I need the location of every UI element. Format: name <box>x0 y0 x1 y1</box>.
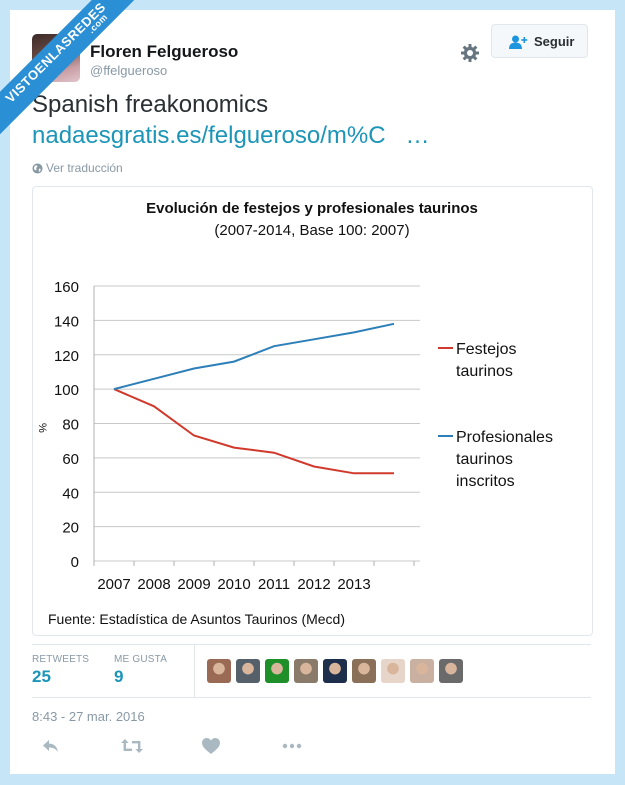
line-chart: Evolución de festejos y profesionales ta… <box>36 200 553 627</box>
x-axis-ticks: 2007 2008 2009 2010 2011 2012 2013 <box>93 561 415 593</box>
liker-avatar[interactable] <box>410 659 434 683</box>
svg-text:2007: 2007 <box>97 576 130 593</box>
svg-text:140: 140 <box>54 313 79 330</box>
author-handle[interactable]: @ffelgueroso <box>90 63 168 78</box>
divider <box>194 645 195 697</box>
svg-text:120: 120 <box>54 348 79 365</box>
tweet-actions <box>32 738 432 758</box>
retweets-count: 25 <box>32 667 51 686</box>
liker-avatar[interactable] <box>236 659 260 683</box>
tweet-card: Floren Felgueroso @ffelgueroso Seguir Sp… <box>10 10 615 774</box>
liker-avatar[interactable] <box>323 659 347 683</box>
likes-stat[interactable]: ME GUSTA 9 <box>114 654 167 687</box>
svg-text:60: 60 <box>62 451 79 468</box>
svg-text:2008: 2008 <box>137 576 170 593</box>
legend: Festejos taurinos Profesionales taurinos… <box>438 341 553 490</box>
reply-icon[interactable] <box>42 738 60 754</box>
retweets-label: RETWEETS <box>32 654 90 665</box>
translate-link[interactable]: Ver traducción <box>32 161 123 175</box>
retweet-icon[interactable] <box>121 738 143 754</box>
svg-text:2011: 2011 <box>258 576 290 593</box>
svg-text:160: 160 <box>54 279 79 296</box>
liker-avatar[interactable] <box>352 659 376 683</box>
legend-profesionales-line2: taurinos <box>456 451 513 468</box>
legend-profesionales-line1: Profesionales <box>456 429 553 446</box>
tweet-text: Spanish freakonomics <box>32 91 269 118</box>
tweet-link[interactable]: nadaesgratis.es/felgueroso/m%C … <box>32 122 430 149</box>
chart-subtitle: (2007-2014, Base 100: 2007) <box>214 222 409 239</box>
y-axis-ticks: 0 20 40 60 80 100 120 140 160 <box>54 279 79 571</box>
chart-image[interactable]: Evolución de festejos y profesionales ta… <box>32 186 593 636</box>
translate-label: Ver traducción <box>46 161 123 175</box>
liker-avatar[interactable] <box>381 659 405 683</box>
svg-text:2013: 2013 <box>337 576 370 593</box>
liker-avatar[interactable] <box>294 659 318 683</box>
globe-icon <box>32 163 43 174</box>
author-name[interactable]: Floren Felgueroso <box>90 42 239 61</box>
svg-text:2009: 2009 <box>177 576 210 593</box>
svg-text:20: 20 <box>62 520 79 537</box>
chart-grid <box>93 285 420 566</box>
tweet-timestamp[interactable]: 8:43 - 27 mar. 2016 <box>32 709 145 724</box>
like-icon[interactable] <box>202 738 220 754</box>
series-profesionales-line <box>113 322 395 391</box>
likes-label: ME GUSTA <box>114 654 168 665</box>
legend-festejos-line1: Festejos <box>456 341 516 358</box>
y-axis-label: % <box>36 423 48 433</box>
series-festejos-line <box>113 388 394 475</box>
likes-count: 9 <box>114 667 124 686</box>
svg-text:2010: 2010 <box>217 576 250 593</box>
legend-festejos-line2: taurinos <box>456 363 513 380</box>
svg-text:2012: 2012 <box>297 576 330 593</box>
liker-avatar[interactable] <box>265 659 289 683</box>
gear-icon[interactable] <box>460 43 480 63</box>
more-icon[interactable] <box>282 738 302 754</box>
follow-label: Seguir <box>534 34 575 49</box>
retweets-stat[interactable]: RETWEETS 25 <box>32 654 89 687</box>
tweet-stats: RETWEETS 25 ME GUSTA 9 <box>32 644 591 698</box>
add-user-icon <box>509 35 528 49</box>
follow-button[interactable]: Seguir <box>491 24 588 58</box>
svg-text:100: 100 <box>54 382 79 399</box>
legend-profesionales-line3: inscritos <box>456 473 515 490</box>
svg-text:40: 40 <box>62 485 79 502</box>
liker-avatar[interactable] <box>439 659 463 683</box>
chart-source: Fuente: Estadística de Asuntos Taurinos … <box>48 611 345 627</box>
chart-title: Evolución de festejos y profesionales ta… <box>146 200 478 217</box>
svg-text:0: 0 <box>71 554 79 571</box>
liker-avatar[interactable] <box>207 659 231 683</box>
svg-text:80: 80 <box>62 417 79 434</box>
